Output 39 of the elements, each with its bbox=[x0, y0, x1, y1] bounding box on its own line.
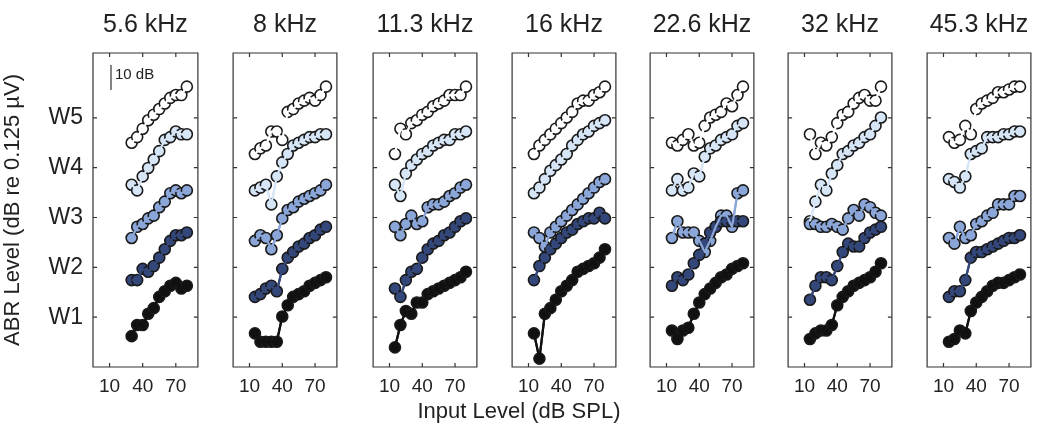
x-tick-label: 10 bbox=[932, 374, 955, 396]
x-tick-label: 70 bbox=[304, 374, 326, 396]
text: W1 bbox=[48, 302, 83, 329]
chart-title: 5.6 kHz bbox=[103, 9, 188, 37]
x-tick-label: 70 bbox=[859, 374, 881, 396]
point bbox=[736, 214, 750, 228]
point bbox=[459, 125, 473, 138]
x-tick-label: 40 bbox=[550, 374, 572, 396]
x-tick-label: 10 bbox=[98, 374, 121, 396]
chart-title: 8 kHz bbox=[253, 9, 317, 37]
text: W4 bbox=[48, 152, 84, 179]
x-tick-label: 70 bbox=[998, 374, 1020, 396]
text: 10 dB bbox=[115, 65, 155, 83]
point bbox=[1013, 268, 1027, 281]
x-tick-label: 10 bbox=[655, 374, 678, 396]
chart-title: 45.3 kHz bbox=[929, 9, 1029, 37]
chart-title: 16 kHz bbox=[525, 9, 603, 37]
chart-title: 32 kHz bbox=[801, 9, 879, 37]
x-tick-label: 40 bbox=[965, 374, 987, 396]
x-tick-label: 70 bbox=[444, 374, 466, 396]
x-tick-label: 40 bbox=[826, 374, 848, 396]
x-axis-title: Input Level (dB SPL) bbox=[416, 398, 622, 424]
x-tick-label: 40 bbox=[411, 374, 433, 396]
chart-title: 11.3 kHz bbox=[376, 9, 474, 37]
x-tick-label: 40 bbox=[271, 374, 293, 396]
text: W3 bbox=[48, 202, 83, 229]
x-tick-label: 10 bbox=[793, 374, 816, 396]
x-tick-label: 70 bbox=[583, 374, 605, 396]
y-axis-title: ABR Level (dB re 0.125 µV) bbox=[0, 74, 25, 346]
x-tick-label: 40 bbox=[132, 374, 154, 396]
chart-title: 22.6 kHz bbox=[652, 9, 752, 37]
x-tick-label: 10 bbox=[238, 374, 261, 396]
text: W5 bbox=[48, 103, 83, 130]
x-tick-label: 10 bbox=[378, 374, 401, 396]
x-tick-label: 40 bbox=[688, 374, 710, 396]
text: W2 bbox=[48, 252, 83, 279]
x-tick-label: 70 bbox=[165, 374, 187, 396]
x-tick-label: 10 bbox=[517, 374, 540, 396]
x-tick-label: 70 bbox=[721, 374, 743, 396]
